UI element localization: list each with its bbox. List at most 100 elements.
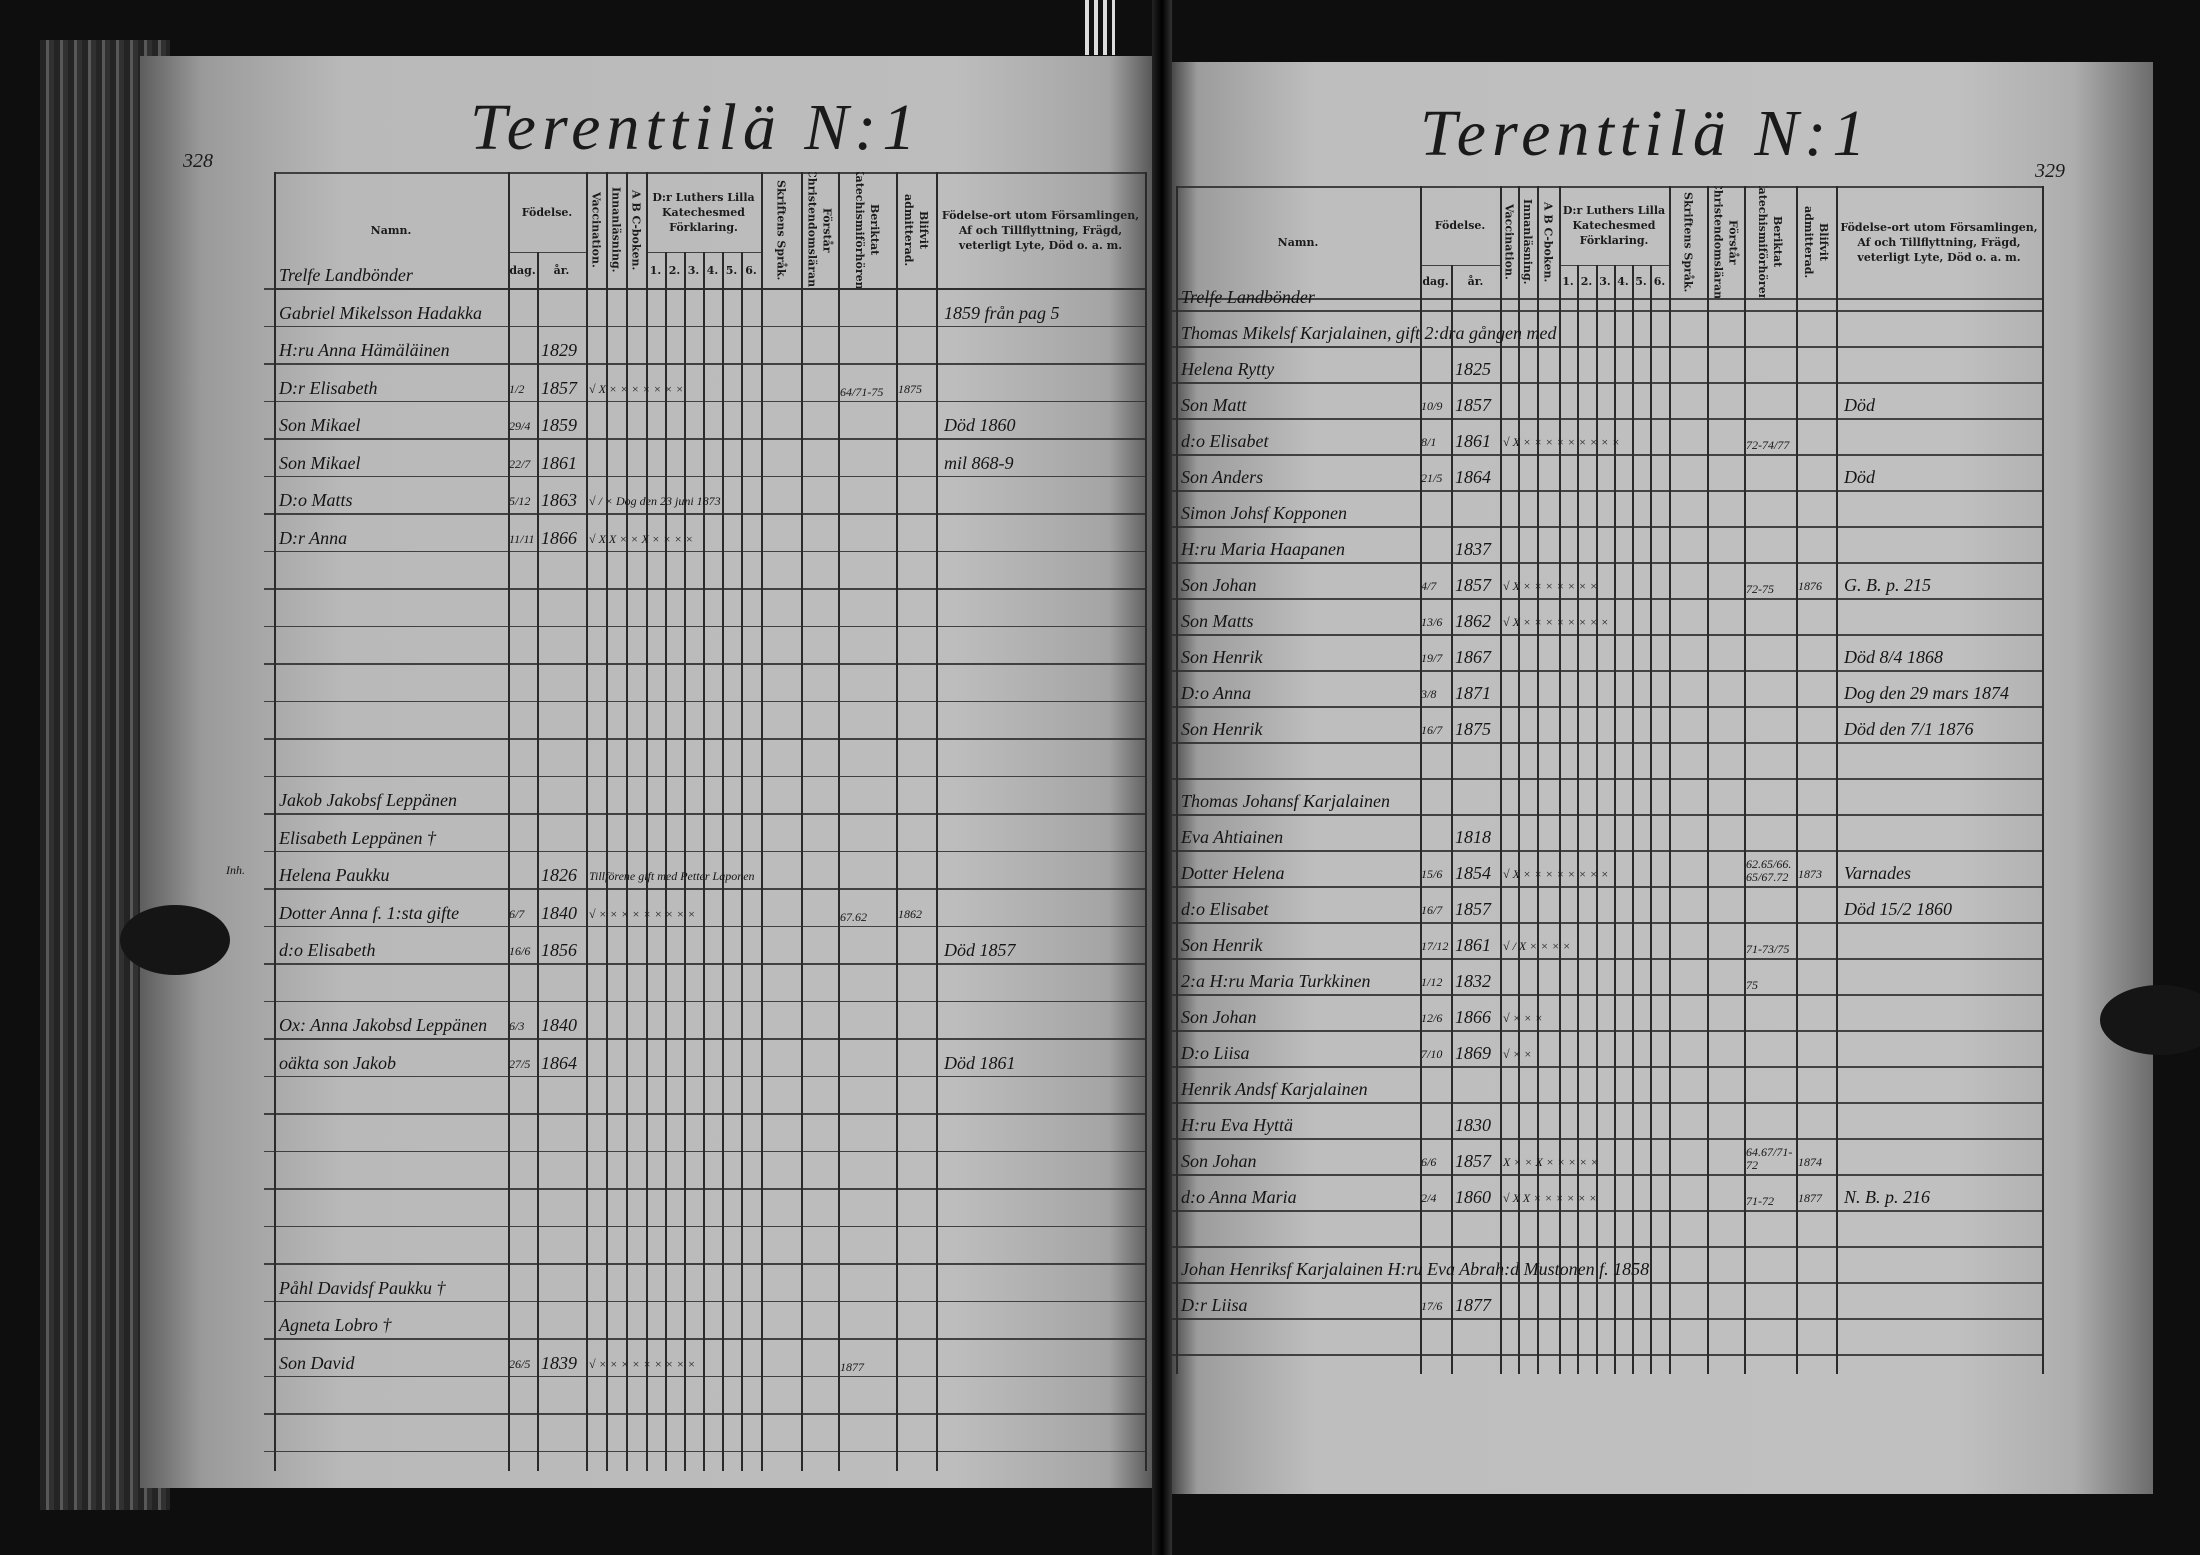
entry-name: d:o Elisabet [1181, 431, 1269, 451]
header-catechism-part: 5. [1635, 275, 1647, 288]
entry-name: 2:a H:ru Maria Turkkinen [1181, 971, 1371, 991]
entry-admitted-year: 1862 [898, 906, 922, 921]
header-admitted: Blifvit admitterad. [902, 193, 930, 267]
entry-birth-day: 11/11 [509, 531, 535, 546]
row-rule [264, 700, 1145, 702]
entry-name: D:o Liisa [1181, 1043, 1250, 1063]
column-rule [626, 172, 628, 1471]
entry-birth-year: 1866 [1455, 1007, 1491, 1027]
header-day: dag. [509, 263, 536, 277]
page-number: 328 [183, 150, 213, 172]
entry-name: Trelfe Landbönder [1181, 287, 1315, 307]
header-catechism-part: 2. [1580, 275, 1593, 288]
entry-birth-year: 1839 [541, 1352, 577, 1373]
column-rule [761, 172, 763, 1471]
column-rule [722, 252, 724, 1471]
header-reading: Innanläsning. [1521, 199, 1534, 285]
header-catechism-part: 4. [1617, 275, 1629, 288]
entry-birth-day: 16/7 [1421, 723, 1443, 737]
header-catechism-part: 6. [1653, 275, 1666, 288]
row-rule [1168, 814, 2042, 816]
entry-examination-marks: √ X × × × × × × × × [1503, 867, 1609, 881]
column-rule [1614, 265, 1616, 1374]
entry-birth-year: 1875 [1455, 719, 1491, 739]
entry-name: Eva Ahtiainen [1181, 827, 1284, 847]
header-examinations: Beriktat Katechismiförhören. [1756, 186, 1784, 298]
entry-name: Gabriel Mikelsson Hadakka [279, 302, 482, 323]
entry-name: D:r Anna [279, 527, 348, 548]
entry-birth-year: 1857 [1455, 1151, 1491, 1171]
header-catechism-part: 2. [668, 263, 681, 277]
header-vaccination: Vaccination. [1502, 204, 1516, 280]
entry-name: oäkta son Jakob [279, 1052, 396, 1073]
entry-examination-marks: √ X × × × × × × × × [1503, 615, 1609, 629]
row-rule [264, 775, 1145, 777]
entry-name: Son Johan [1181, 575, 1257, 595]
entry-catechism-exams: 72-74/77 [1746, 438, 1790, 452]
entry-name: Jakob Jakobsf Leppänen [279, 790, 457, 810]
entry-remarks: Död [1844, 467, 1875, 487]
entry-birth-year: 1861 [1455, 431, 1491, 451]
entry-name: Son Anders [1181, 467, 1264, 487]
header-catechism-part: 1. [1562, 275, 1574, 288]
entry-birth-year: 1840 [541, 1015, 577, 1035]
column-rule [838, 172, 840, 1471]
entry-examination-marks: √ / X × × × × [1503, 939, 1571, 953]
entry-name: Son Mikael [279, 452, 361, 473]
entry-birth-day: 19/7 [1421, 651, 1443, 665]
header-scripture: Skriftens Språk. [774, 179, 788, 281]
header-catechism-part: 1. [649, 263, 662, 277]
entry-catechism-exams: 71-73/75 [1746, 942, 1790, 956]
header-catechism-part: 5. [725, 263, 738, 277]
entry-remarks: mil 868-9 [944, 452, 1014, 473]
row-rule [1168, 1318, 2042, 1320]
entry-name: Son Johan [1181, 1151, 1257, 1171]
entry-birth-year: 1840 [541, 902, 577, 923]
row-rule [1168, 850, 2042, 852]
column-rule [1176, 186, 1178, 1374]
entry-examination-marks: √ X X × × × × × × [1503, 1191, 1597, 1205]
entry-catechism-exams: 64/71-75 [840, 384, 884, 399]
entry-birth-day: 5/12 [509, 494, 531, 508]
entry-name: Son David [279, 1352, 355, 1373]
row-rule [1168, 1174, 2042, 1176]
row-rule [264, 1338, 1145, 1340]
entry-remarks: Död den 7/1 1876 [1844, 719, 1974, 739]
entry-birth-year: 1869 [1455, 1043, 1491, 1063]
entry-catechism-exams: 64.67/71-72 [1746, 1145, 1793, 1172]
entry-name: D:r Liisa [1181, 1295, 1248, 1315]
birth-sub-rule [1420, 265, 1500, 266]
column-rule [1650, 265, 1652, 1374]
entry-birth-year: 1862 [1455, 611, 1491, 631]
entry-birth-day: 27/5 [509, 1056, 531, 1071]
entry-name: D:o Anna [1181, 683, 1252, 703]
header-birth: Födelse. [1434, 219, 1486, 232]
entry-birth-day: 16/6 [509, 944, 531, 958]
entry-catechism-exams: 67.62 [840, 909, 867, 924]
column-rule [1707, 186, 1709, 1374]
entry-birth-day: 29/4 [509, 419, 531, 433]
entry-remarks: Död 15/2 1860 [1844, 899, 1952, 919]
row-rule [1168, 778, 2042, 780]
row-rule [264, 400, 1145, 402]
row-rule [264, 1375, 1145, 1377]
header-remarks: Födelse-ort utom Församlingen, Af och Ti… [941, 208, 1140, 252]
column-rule [1632, 265, 1634, 1374]
header-admitted: Blifvit admitterad. [1802, 205, 1830, 279]
entry-birth-day: 26/5 [509, 1356, 531, 1371]
entry-birth-year: 1877 [1455, 1295, 1491, 1315]
row-rule [1168, 346, 2042, 348]
entry-birth-year: 1857 [1455, 395, 1491, 415]
entry-examination-marks: √ X X × × X × × × × [589, 531, 694, 546]
entry-birth-day: 6/3 [509, 1019, 525, 1033]
column-rule [1451, 265, 1453, 1374]
column-rule [896, 172, 898, 1471]
header-catechism: D:r Luthers Lilla Katechesmed Förklaring… [1562, 204, 1666, 247]
entry-examination-marks: Tillförene gift med Petter Laponen [589, 869, 755, 883]
entry-birth-day: 10/9 [1421, 399, 1443, 413]
entry-name: Son Henrik [1181, 647, 1263, 667]
row-rule [1168, 742, 2042, 744]
entry-birth-day: 3/8 [1421, 687, 1437, 701]
entry-birth-year: 1864 [1455, 467, 1491, 487]
entry-examination-marks: √ × × × × × × × × × [589, 1356, 696, 1371]
